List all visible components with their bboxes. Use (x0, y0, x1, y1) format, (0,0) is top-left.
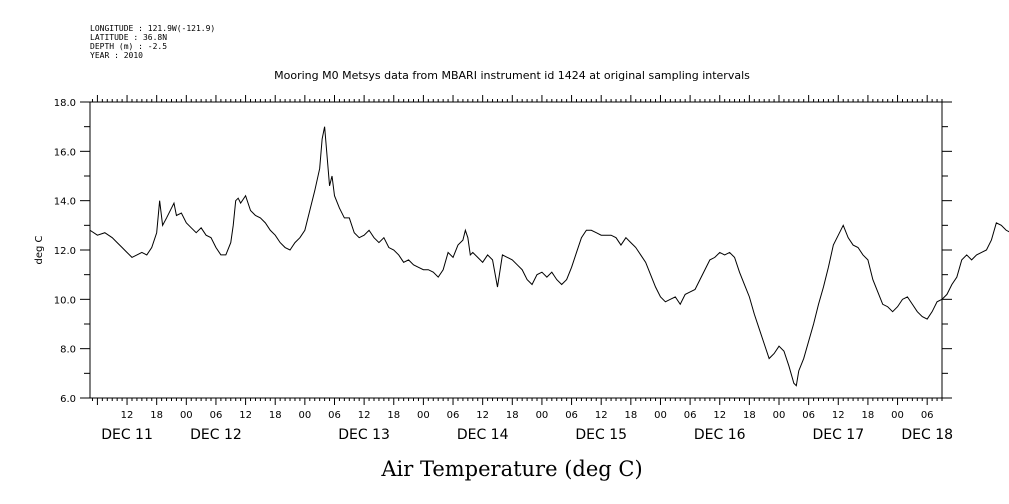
x-tick-label: 18 (506, 410, 519, 421)
x-tick-label: 00 (773, 410, 786, 421)
series-line (89, 126, 1009, 387)
x-tick-label: 12 (595, 410, 608, 421)
depth-label: DEPTH (m) : -2.5 (90, 42, 167, 51)
x-day-label: DEC 11 (101, 427, 153, 443)
x-tick-label: 12 (121, 410, 134, 421)
axis-ticks (80, 95, 952, 405)
x-tick-label: 00 (180, 410, 193, 421)
x-tick-label: 18 (269, 410, 282, 421)
x-tick-label: 06 (802, 410, 815, 421)
x-day-label: DEC 15 (575, 427, 627, 443)
x-tick-label: 06 (921, 410, 934, 421)
x-tick-label: 18 (743, 410, 756, 421)
x-day-label: DEC 13 (338, 427, 390, 443)
x-day-label: DEC 14 (457, 427, 509, 443)
y-tick-label: 12.0 (54, 246, 76, 257)
x-day-label: DEC 16 (694, 427, 746, 443)
x-tick-label: 06 (447, 410, 460, 421)
x-tick-label: 12 (239, 410, 252, 421)
y-tick-label: 8.0 (60, 345, 76, 356)
y-tick-label: 18.0 (54, 98, 76, 109)
x-day-label: DEC 17 (812, 427, 864, 443)
x-tick-label: 18 (624, 410, 637, 421)
x-tick-label: 12 (713, 410, 726, 421)
latitude-label: LATITUDE : 36.8N (90, 33, 167, 42)
x-tick-label: 06 (328, 410, 341, 421)
chart-title: Mooring M0 Metsys data from MBARI instru… (274, 69, 750, 82)
x-day-label: DEC 18 (901, 427, 953, 443)
y-tick-label: 14.0 (54, 197, 76, 208)
x-tick-label: 12 (832, 410, 845, 421)
x-tick-label: 06 (210, 410, 223, 421)
x-tick-label: 18 (862, 410, 875, 421)
x-axis-label: Air Temperature (deg C) (380, 457, 642, 481)
x-tick-label: 12 (358, 410, 371, 421)
x-tick-label: 00 (891, 410, 904, 421)
year-label: YEAR : 2010 (90, 51, 143, 60)
x-tick-label: 00 (654, 410, 667, 421)
y-tick-label: 6.0 (60, 394, 76, 405)
y-tick-label: 10.0 (54, 295, 76, 306)
x-day-label: DEC 12 (190, 427, 242, 443)
y-tick-label: 16.0 (54, 147, 76, 158)
x-tick-label: 00 (417, 410, 430, 421)
x-tick-label: 06 (565, 410, 578, 421)
x-tick-label: 18 (387, 410, 400, 421)
x-tick-label: 00 (298, 410, 311, 421)
longitude-label: LONGITUDE : 121.9W(-121.9) (90, 24, 215, 33)
x-tick-label: 12 (476, 410, 489, 421)
x-tick-label: 18 (150, 410, 163, 421)
y-axis-label: deg C (34, 235, 45, 264)
x-tick-label: 06 (684, 410, 697, 421)
axis-labels: 12 18 00 06 12 18 00 06 12 18 00 06 12 18 00 06 12 18 00 06… (54, 98, 953, 443)
x-tick-label: 00 (536, 410, 549, 421)
